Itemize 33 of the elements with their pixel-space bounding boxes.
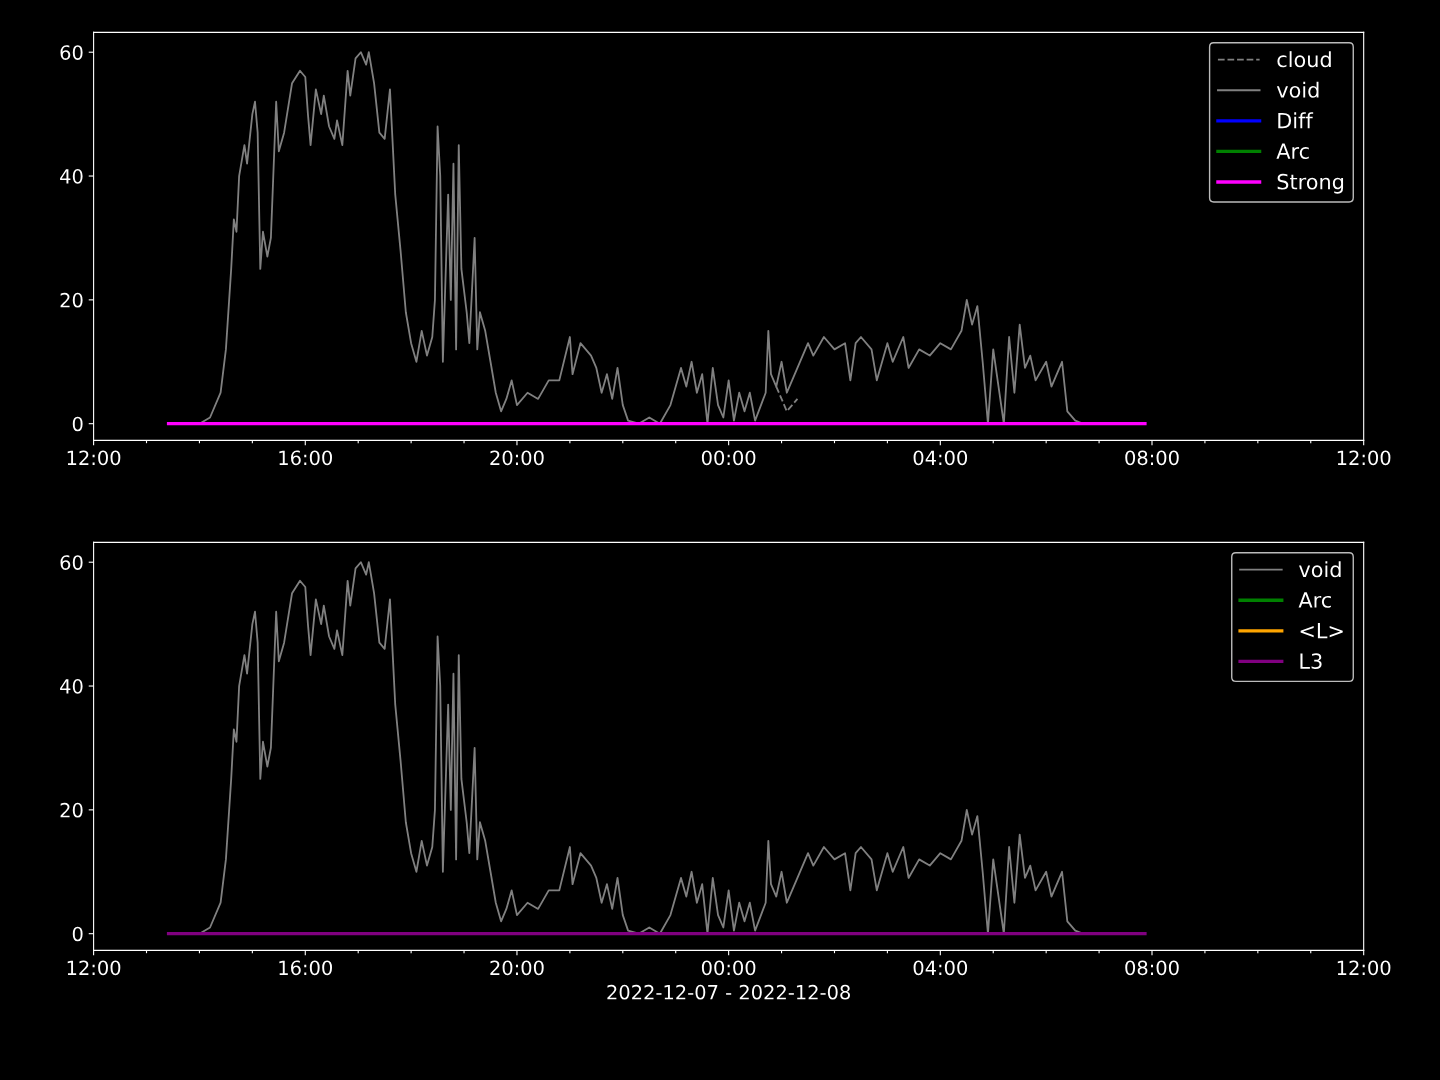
x-tick-label: 20:00 (490, 450, 544, 466)
x-tick-label: 08:00 (1125, 450, 1179, 466)
x-tick-label: 12:00 (67, 450, 121, 466)
x-tick-label: 12:00 (67, 960, 121, 976)
legend-label: Diff (1278, 112, 1314, 129)
y-tick-label: 0 (72, 416, 83, 432)
x-tick-label: 00:00 (701, 450, 756, 466)
legend-label: <L> (1300, 622, 1343, 639)
legend-label: Arc (1298, 592, 1331, 608)
y-tick-label: 60 (60, 45, 83, 60)
legend-label: cloud (1277, 51, 1331, 68)
x-tick-label: 08:00 (1125, 960, 1179, 976)
legend-label: Arc (1276, 143, 1309, 160)
x-tick-label: 04:00 (913, 450, 968, 466)
legend-label: Strong (1277, 173, 1344, 194)
x-tick-label: 12:00 (1337, 450, 1391, 466)
x-axis-title: 2022-12-07 - 2022-12-08 (607, 984, 850, 1000)
x-tick-label: 04:00 (913, 960, 968, 976)
y-tick-label: 0 (72, 926, 83, 942)
x-tick-label: 12:00 (1337, 960, 1391, 976)
x-tick-label: 16:00 (279, 960, 333, 976)
x-tick-label: 20:00 (490, 960, 544, 976)
x-tick-label: 16:00 (279, 450, 333, 466)
y-tick-label: 20 (60, 802, 83, 818)
line-series (775, 385, 799, 413)
y-tick-label: 60 (60, 555, 83, 570)
y-tick-label: 20 (60, 292, 83, 308)
legend-label: L3 (1300, 653, 1322, 670)
legend-label: void (1276, 81, 1319, 98)
y-tick-label: 40 (60, 678, 83, 694)
x-tick-label: 00:00 (701, 960, 756, 976)
y-tick-label: 40 (60, 168, 83, 184)
legend-label: void (1299, 561, 1341, 578)
